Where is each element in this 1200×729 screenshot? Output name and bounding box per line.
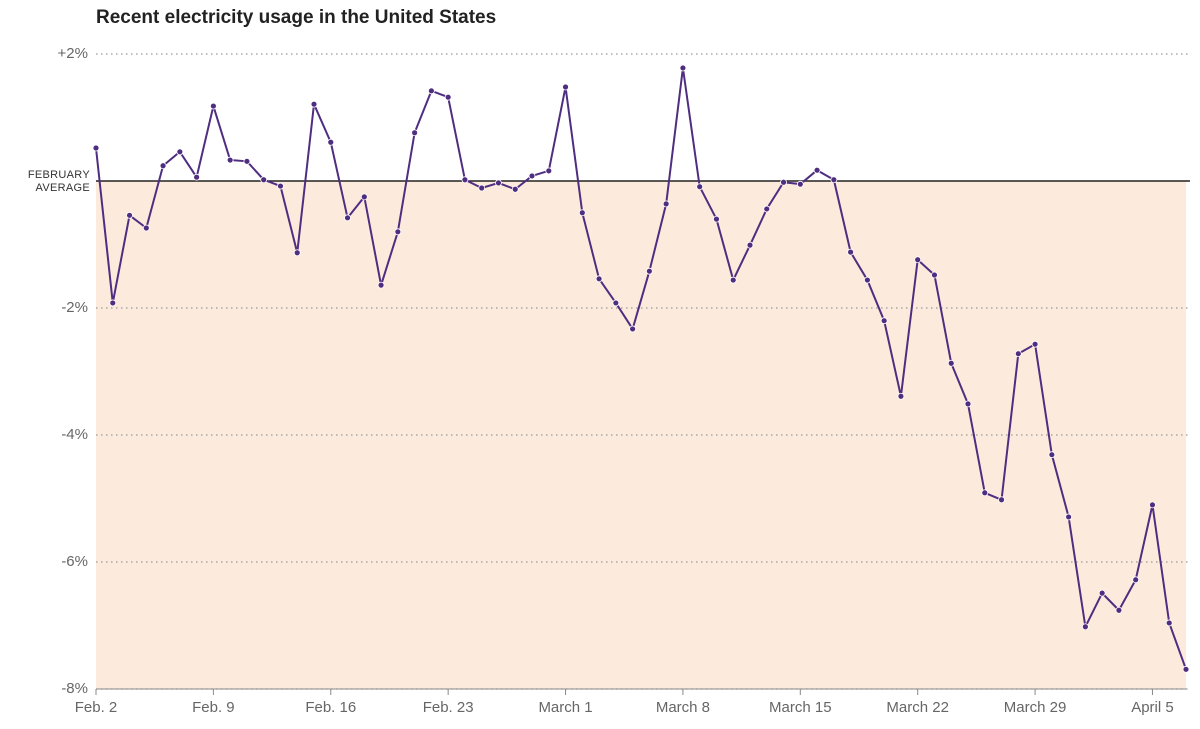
x-tick-label: March 1 <box>538 699 592 716</box>
data-point <box>277 182 284 190</box>
y-tick-label: -2% <box>61 299 88 316</box>
data-point <box>478 184 486 192</box>
data-point <box>813 166 821 174</box>
data-point <box>243 157 251 165</box>
data-point <box>863 276 871 284</box>
data-point <box>931 271 938 279</box>
data-point <box>763 205 771 213</box>
data-point <box>444 93 452 101</box>
data-point <box>1115 606 1123 614</box>
data-point <box>595 275 603 283</box>
y-tick-label: -6% <box>61 553 88 570</box>
data-point <box>293 249 301 257</box>
x-tick-label: Feb. 9 <box>192 699 235 716</box>
x-tick-label: March 29 <box>1004 699 1067 716</box>
y-tick-label: +2% <box>58 45 88 62</box>
x-tick-label: March 22 <box>886 699 949 716</box>
data-point <box>1149 501 1156 509</box>
x-tick-label: March 8 <box>656 699 710 716</box>
data-point <box>495 179 502 187</box>
data-point <box>1014 350 1022 358</box>
data-point <box>1081 623 1089 631</box>
reference-label: FEBRUARY AVERAGE <box>27 169 90 194</box>
data-point <box>880 317 888 325</box>
data-point <box>545 167 553 175</box>
data-point <box>629 325 637 333</box>
data-point <box>947 359 955 367</box>
chart-title: Recent electricity usage in the United S… <box>96 7 496 28</box>
data-point <box>562 83 569 91</box>
data-point <box>176 148 184 156</box>
data-point <box>226 156 234 164</box>
data-point <box>645 267 653 275</box>
data-point <box>327 138 335 146</box>
data-point <box>830 176 838 184</box>
data-point <box>411 129 419 137</box>
data-point <box>1031 340 1039 348</box>
data-point <box>360 193 368 201</box>
y-tick-label: -8% <box>61 680 88 697</box>
data-point <box>914 256 922 264</box>
data-point <box>126 211 133 219</box>
data-point <box>729 276 737 284</box>
x-tick-label: Feb. 16 <box>305 699 356 716</box>
data-point <box>193 173 201 181</box>
data-point <box>964 400 972 408</box>
data-point <box>796 180 804 188</box>
data-point <box>1048 451 1056 459</box>
data-point <box>511 185 519 193</box>
data-point <box>713 215 720 223</box>
data-point <box>427 87 435 95</box>
y-tick-label: -4% <box>61 426 88 443</box>
data-point <box>344 214 351 222</box>
data-point <box>142 224 150 232</box>
x-tick-label: March 15 <box>769 699 832 716</box>
data-point <box>109 299 117 307</box>
x-tick-label: Feb. 2 <box>75 699 118 716</box>
data-point <box>260 176 268 184</box>
data-point <box>696 183 704 191</box>
data-point <box>1098 589 1106 597</box>
x-tick-label: April 5 <box>1131 699 1174 716</box>
data-point <box>679 64 687 72</box>
data-point <box>92 144 100 152</box>
data-point <box>1165 619 1173 627</box>
data-point <box>746 241 754 249</box>
data-point <box>1065 513 1073 521</box>
x-tick-label: Feb. 23 <box>423 699 474 716</box>
data-point <box>159 162 167 170</box>
data-point <box>528 172 536 180</box>
data-point <box>578 209 586 217</box>
data-point <box>377 281 385 289</box>
data-point <box>981 489 989 497</box>
data-point <box>897 392 905 400</box>
data-point <box>847 248 855 256</box>
data-point <box>780 178 787 186</box>
data-point <box>1132 576 1140 584</box>
data-point <box>612 299 620 307</box>
data-point <box>461 176 469 184</box>
data-point <box>209 102 217 110</box>
data-point <box>662 200 670 208</box>
data-point <box>998 496 1005 504</box>
data-point <box>1182 665 1190 673</box>
data-point <box>394 228 402 236</box>
data-point <box>310 100 318 108</box>
